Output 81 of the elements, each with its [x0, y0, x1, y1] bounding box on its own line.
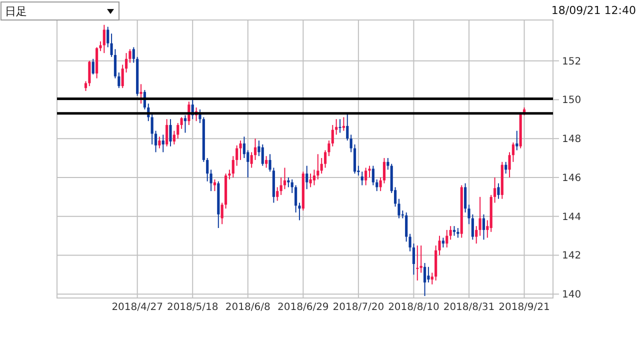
candlestick	[364, 167, 368, 186]
y-tick-label: 148	[562, 134, 582, 146]
candlestick	[306, 165, 308, 190]
candlestick	[309, 173, 312, 188]
candlestick	[456, 228, 460, 238]
candlestick	[449, 226, 452, 240]
candlestick	[150, 112, 154, 145]
candlestick	[320, 158, 323, 174]
candlestick	[420, 245, 422, 274]
candlestick	[102, 24, 106, 54]
candlestick	[124, 52, 128, 73]
x-tick-label: 2018/6/29	[278, 302, 329, 313]
candlestick	[283, 167, 286, 190]
candlestick	[265, 156, 268, 168]
x-tick-label: 2018/9/21	[498, 302, 550, 313]
x-tick-label: 2018/8/31	[443, 302, 495, 313]
candlestick	[342, 116, 345, 132]
candlestick	[452, 226, 456, 236]
candlestick	[172, 130, 176, 145]
candlestick	[92, 58, 94, 75]
candlestick	[118, 72, 120, 89]
candlestick	[386, 158, 390, 170]
candlestick	[338, 118, 342, 134]
text: 日足	[5, 5, 27, 18]
y-tick-label: 146	[562, 172, 582, 184]
candlestick	[254, 138, 257, 160]
candlestick	[382, 158, 386, 184]
x-tick-label: 2018/5/18	[166, 302, 218, 313]
candlestick	[166, 118, 168, 147]
candlestick	[232, 156, 234, 178]
candlestick	[84, 80, 88, 92]
x-tick-label: 2018/8/10	[388, 302, 440, 313]
candlestick	[497, 182, 500, 200]
candlestick	[236, 144, 238, 166]
candlestick	[132, 46, 135, 64]
candlestick	[88, 60, 91, 87]
candlestick	[346, 112, 349, 142]
candlestick	[312, 169, 316, 186]
y-tick-label: 152	[562, 56, 582, 68]
candlestick	[184, 114, 187, 134]
candlestick	[294, 184, 298, 213]
candlestick	[504, 161, 508, 174]
candlestick	[242, 136, 246, 159]
candlestick	[360, 171, 364, 186]
candlestick	[250, 152, 253, 168]
candlestick	[287, 176, 290, 188]
candlestick	[121, 64, 124, 89]
y-tick-label: 150	[562, 95, 582, 106]
candlestick	[372, 165, 374, 186]
candlestick	[176, 122, 180, 140]
candlestick	[158, 136, 161, 149]
x-tick-label: 2018/4/27	[112, 302, 163, 313]
candlestick	[442, 237, 444, 248]
candlestick	[316, 154, 320, 180]
candlestick	[427, 266, 430, 283]
candlestick	[220, 202, 224, 225]
candlestick	[276, 186, 279, 202]
y-tick-label: 142	[562, 250, 582, 262]
candlestick	[482, 214, 486, 240]
candlestick	[290, 178, 294, 194]
y-tick-label: 144	[562, 212, 582, 223]
candlestick	[430, 272, 434, 285]
candlestick	[335, 118, 338, 136]
candlestick	[423, 262, 426, 297]
candlestick	[154, 130, 158, 153]
candlestick	[446, 229, 448, 248]
candlestick	[140, 84, 142, 104]
candlestick	[162, 134, 164, 153]
x-tick-label: 2018/7/20	[332, 302, 384, 313]
candlestick	[180, 116, 183, 130]
candlestick	[261, 144, 264, 166]
candlestick	[331, 124, 334, 147]
candlestick	[206, 158, 209, 182]
x-tick-label: 2018/6/8	[225, 302, 270, 313]
candlestick	[493, 176, 496, 204]
candlestick	[416, 245, 419, 282]
candlestick	[516, 130, 518, 151]
text: 18/09/21 12:40	[551, 4, 636, 17]
candlestick	[376, 178, 378, 192]
candlestick	[169, 118, 172, 147]
y-tick-label: 140	[562, 290, 582, 301]
